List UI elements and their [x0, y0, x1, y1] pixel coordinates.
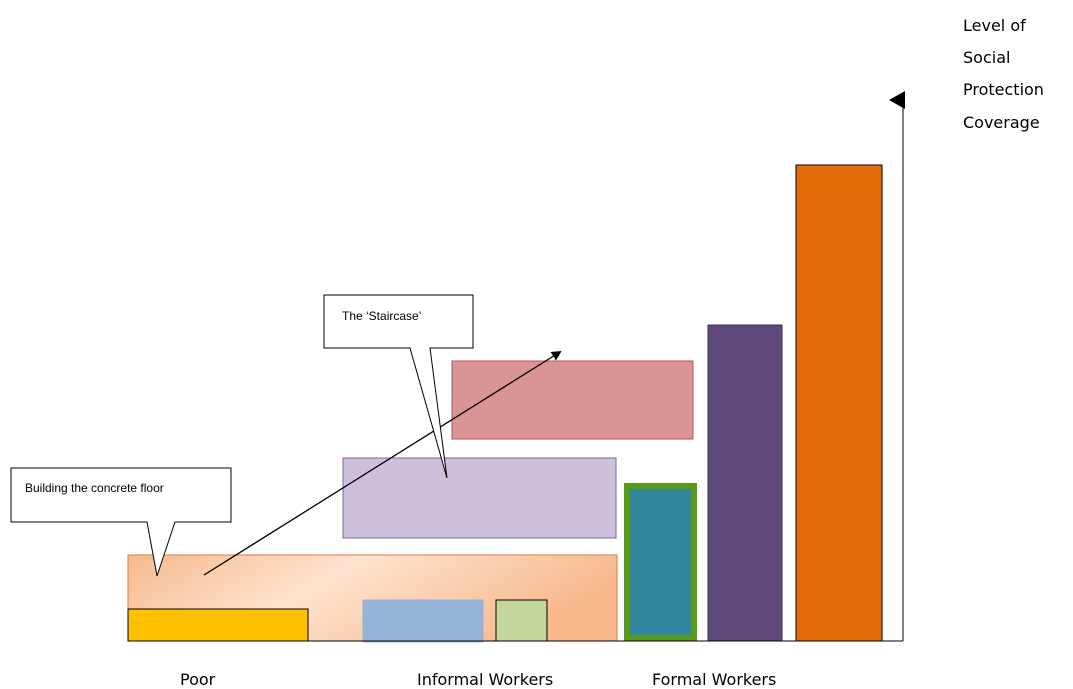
axis-title-line-1: Level of: [963, 16, 1026, 35]
informal-bar-blue: [362, 599, 484, 643]
poor-bar: [127, 608, 309, 642]
group-label-formal: Formal Workers: [652, 670, 776, 689]
axis-title-line-3: Protection: [963, 80, 1044, 99]
group-label-informal: Informal Workers: [417, 670, 553, 689]
callout-staircase-text: The ‘Staircase’: [342, 309, 421, 323]
staircase-arrow: [203, 350, 562, 576]
staircase-step-upper: [451, 360, 694, 440]
informal-bar-green: [495, 599, 548, 642]
staircase-step-lower: [342, 457, 617, 539]
axis-title-line-4: Coverage: [963, 113, 1040, 132]
callout-floor-text: Building the concrete floor: [25, 481, 164, 495]
callout-staircase-bubble: [323, 294, 474, 479]
formal-bar-purple: [707, 324, 783, 642]
callout-floor-bubble: [10, 467, 232, 577]
formal-bar-orange: [795, 164, 883, 642]
axis-title-line-2: Social: [963, 48, 1010, 67]
formal-bar-teal: [624, 483, 697, 641]
group-label-poor: Poor: [180, 670, 216, 689]
